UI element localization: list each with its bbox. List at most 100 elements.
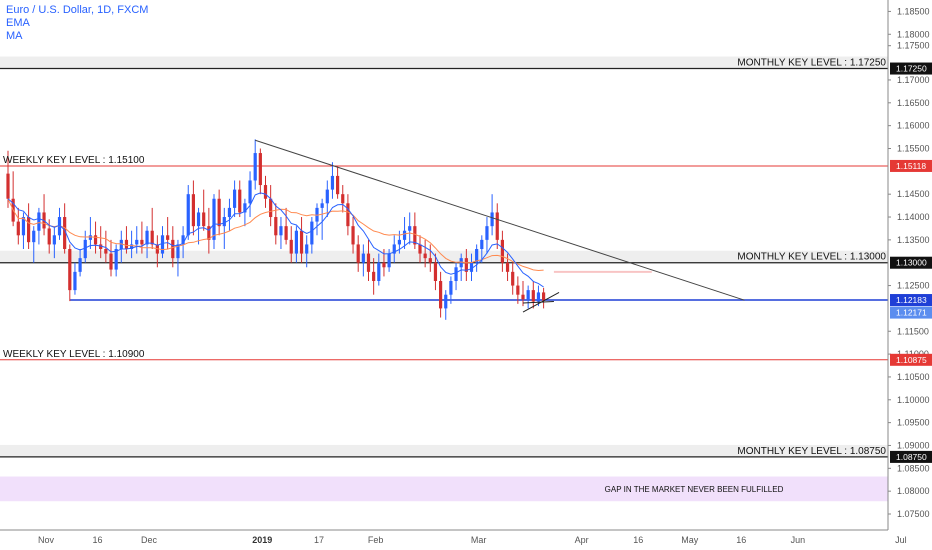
candle-body [310,221,314,245]
candle-body [37,212,41,231]
candle-body [16,221,20,236]
candle-body [99,244,103,250]
price-tick-label: 1.13500 [897,235,930,245]
price-tick-label: 1.09000 [897,440,930,450]
candle-body [346,203,350,227]
time-tick-label: Jun [791,535,806,545]
candle-body [299,230,304,254]
price-tick-label: 1.17000 [897,75,930,85]
candle-body [336,175,340,195]
candle-body [454,267,458,281]
key-level-bands: GAP IN THE MARKET NEVER BEEN FULFILLED [0,56,888,502]
key-level-labels: MONTHLY KEY LEVEL : 1.17250 WEEKLY KEY LE… [3,58,886,457]
time-tick-label: 2019 [252,535,272,545]
legend-ma[interactable]: MA [6,30,23,42]
candle-body [202,212,206,227]
candle-body [475,249,479,263]
candle-body [408,226,412,231]
price-badge [890,306,932,319]
candle-body [459,258,463,268]
candle-body [428,258,432,263]
key-level-label: MONTHLY KEY LEVEL : 1.17250 [737,58,886,69]
price-badge-label: 1.10875 [896,355,927,365]
candle-body [243,203,247,213]
time-axis[interactable]: Nov 16 Dec 2019 17 Feb Mar Apr 16 May 16 Jun Jul [0,529,907,545]
candle-body [207,226,211,240]
candle-body [186,194,190,236]
candle-body [469,262,474,272]
candle-body [83,239,87,259]
price-badge-label: 1.12171 [896,308,927,318]
candle-body [325,189,329,204]
monthly-band [0,444,888,457]
candle-body [372,271,376,281]
price-axis[interactable]: 1.18500 1.18000 1.17500 1.17000 1.16500 1.160… [887,0,932,550]
candle-body [289,239,293,254]
candle-body [320,203,324,208]
candle-body [109,253,113,270]
candle-body [258,153,262,186]
indicator-lines [7,192,652,288]
price-tick-label: 1.18000 [897,29,930,39]
candle-body [294,230,298,254]
price-tick-label: 1.10500 [897,372,930,382]
key-level-label: WEEKLY KEY LEVEL : 1.10900 [3,349,145,360]
candle-body [114,249,118,270]
price-badge [890,353,932,366]
candle-body [176,244,180,259]
gap-zone [0,476,888,502]
candle-body [52,235,56,245]
legend-symbol[interactable]: Euro / U.S. Dollar, 1D, FXCM [6,4,149,16]
price-tick-label: 1.08500 [897,463,930,473]
candle-body [160,235,165,254]
monthly-band [0,56,888,69]
candle-body [521,294,525,300]
candle-body [505,262,510,272]
time-tick-label: Feb [368,535,384,545]
candle-body [181,235,185,245]
candle-body [531,290,535,302]
candle-body [88,235,92,240]
candle-body [140,239,144,245]
price-badge [890,159,932,172]
candle-body [382,262,386,268]
candle-body [413,226,417,245]
candle-body [124,239,129,250]
candle-body [269,198,273,218]
price-badge-label: 1.15118 [896,161,926,171]
price-badge-label: 1.17250 [896,64,927,74]
candle-body [212,198,216,240]
time-tick-label: Mar [471,535,487,545]
candle-body [418,244,422,254]
price-tick-label: 1.08000 [897,486,930,496]
price-badge [890,62,932,75]
price-tick-label: 1.09500 [897,418,930,428]
chart-legend: Euro / U.S. Dollar, 1D, FXCM EMA MA [6,4,148,43]
time-tick-label: 16 [92,535,102,545]
price-tick-label: 1.07500 [897,509,930,519]
candle-body [104,249,108,254]
wedge-upper-line [522,301,554,304]
legend-ema[interactable]: EMA [6,17,30,29]
time-tick-label: Apr [575,535,589,545]
candle-body [227,207,232,218]
price-tick-label: 1.15500 [897,143,930,153]
candle-body [279,226,283,236]
candle-body [196,212,201,227]
ema-line [7,192,544,288]
price-tick-label: 1.16000 [897,121,930,131]
price-tick-label: 1.17500 [897,41,930,51]
candle-body [351,226,355,245]
candle-body [263,185,268,199]
price-tick-label: 1.12500 [897,281,930,291]
drawing-tools [255,139,745,313]
descending-trendline [255,139,745,301]
candle-body [366,253,371,272]
candle-body [516,285,520,295]
key-level-label: MONTHLY KEY LEVEL : 1.13000 [737,252,886,263]
price-badge [890,450,932,463]
price-badge-label: 1.08750 [896,452,927,462]
candle-body [439,280,443,309]
candle-body [449,280,453,295]
